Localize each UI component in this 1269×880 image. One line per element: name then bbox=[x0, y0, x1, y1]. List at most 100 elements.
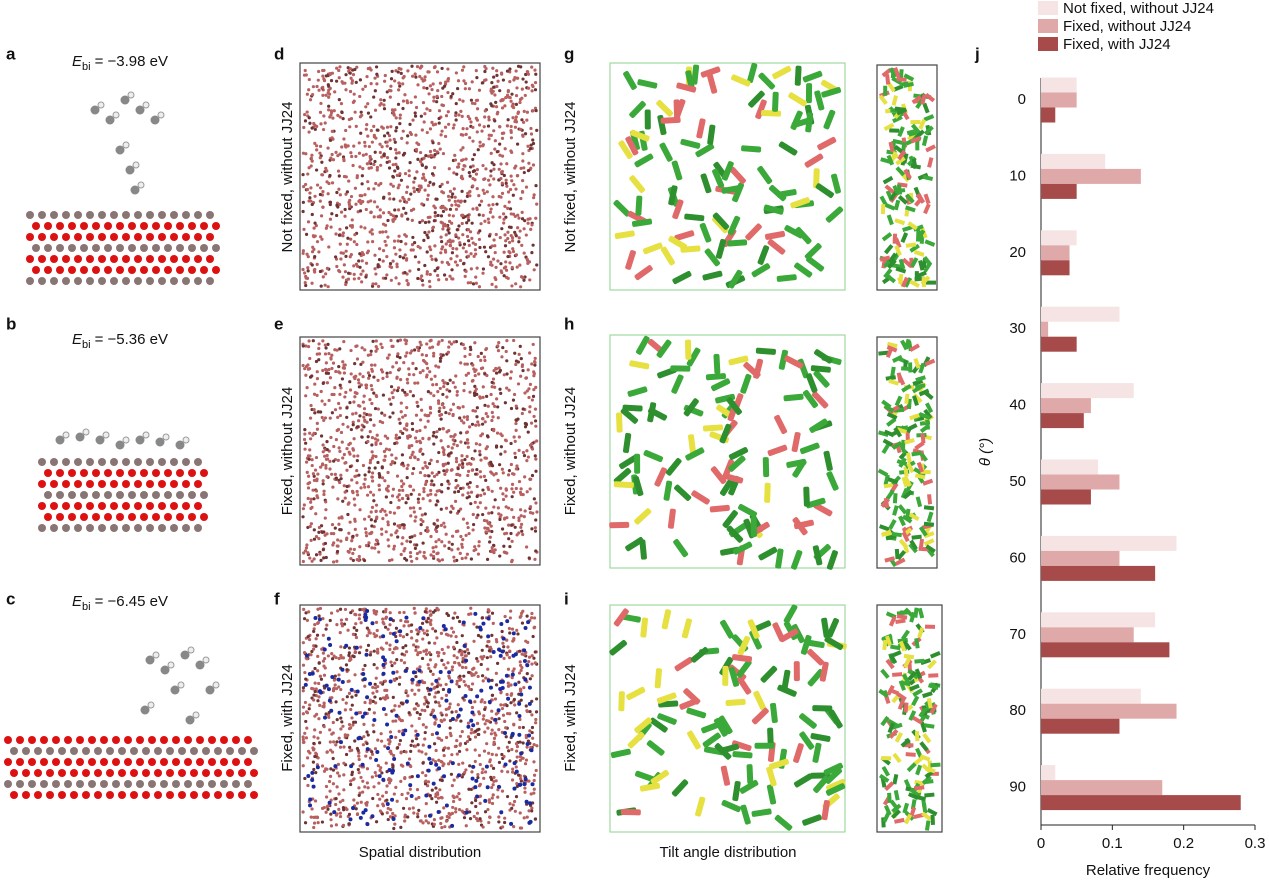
dot bbox=[442, 84, 447, 88]
dot bbox=[407, 372, 411, 377]
dot bbox=[500, 181, 504, 185]
dot bbox=[444, 713, 449, 717]
dot bbox=[414, 674, 418, 679]
dot bbox=[378, 208, 382, 212]
dot bbox=[373, 519, 377, 523]
atom bbox=[74, 233, 82, 241]
dot bbox=[410, 453, 414, 457]
dot bbox=[485, 557, 490, 561]
dot bbox=[484, 506, 488, 510]
dot bbox=[512, 723, 516, 727]
dot bbox=[342, 363, 346, 367]
dot bbox=[530, 730, 534, 735]
dot bbox=[385, 255, 389, 259]
dot bbox=[312, 408, 316, 412]
dot bbox=[336, 458, 340, 462]
dot bbox=[416, 157, 420, 161]
dot bbox=[460, 459, 464, 463]
dot bbox=[330, 652, 334, 656]
dot bbox=[346, 502, 350, 506]
atom bbox=[130, 791, 138, 799]
dot bbox=[311, 472, 316, 476]
atom bbox=[22, 791, 30, 799]
dot bbox=[312, 629, 316, 634]
atom bbox=[88, 736, 96, 744]
dot bbox=[483, 810, 488, 814]
dot bbox=[479, 458, 483, 462]
dot bbox=[457, 224, 461, 228]
dot bbox=[487, 203, 491, 207]
dot bbox=[421, 541, 425, 545]
atom bbox=[80, 513, 88, 521]
dot bbox=[432, 714, 437, 719]
atom bbox=[146, 233, 154, 241]
dot bbox=[418, 550, 422, 554]
dot bbox=[382, 107, 387, 111]
dot bbox=[309, 403, 313, 408]
dot bbox=[379, 509, 383, 513]
dot bbox=[329, 357, 333, 361]
dot bbox=[441, 687, 446, 692]
dot bbox=[351, 163, 355, 168]
dot bbox=[410, 559, 414, 563]
dot bbox=[492, 505, 496, 509]
dot bbox=[365, 767, 370, 771]
dot bbox=[318, 192, 322, 197]
dot bbox=[467, 239, 471, 243]
dot bbox=[516, 382, 521, 386]
dot bbox=[465, 808, 469, 812]
molecule bbox=[668, 235, 688, 250]
dot bbox=[499, 691, 503, 695]
dot bbox=[405, 141, 409, 145]
dot bbox=[458, 551, 462, 555]
atom bbox=[88, 758, 96, 766]
dot bbox=[414, 75, 418, 79]
dot bbox=[423, 737, 427, 741]
dot bbox=[487, 820, 491, 825]
atom bbox=[244, 736, 252, 744]
dot bbox=[488, 815, 492, 819]
dot bbox=[432, 742, 437, 746]
dot bbox=[460, 649, 464, 653]
molecule bbox=[817, 136, 837, 151]
dot bbox=[367, 144, 371, 149]
dot bbox=[461, 405, 465, 409]
dot bbox=[376, 263, 380, 267]
dot bbox=[367, 376, 371, 380]
dot bbox=[530, 654, 534, 658]
atom bbox=[132, 161, 140, 169]
dot bbox=[435, 150, 439, 154]
dot bbox=[468, 345, 473, 349]
dot bbox=[364, 530, 368, 535]
dot bbox=[354, 711, 359, 716]
dot bbox=[366, 353, 370, 357]
atom bbox=[88, 780, 96, 788]
dot bbox=[465, 739, 470, 744]
dot bbox=[522, 653, 526, 657]
atom bbox=[194, 211, 202, 219]
dot bbox=[529, 126, 533, 131]
dot bbox=[441, 392, 445, 397]
dot bbox=[414, 729, 418, 733]
dot bbox=[474, 804, 478, 809]
dot bbox=[517, 435, 521, 439]
dot bbox=[314, 771, 318, 775]
dot bbox=[513, 703, 517, 707]
dot bbox=[333, 90, 337, 94]
dot bbox=[421, 616, 426, 621]
dot bbox=[461, 656, 465, 661]
dot bbox=[308, 416, 313, 420]
dot bbox=[520, 756, 524, 760]
dot bbox=[437, 766, 442, 771]
dot bbox=[324, 555, 328, 560]
dot bbox=[303, 119, 308, 123]
dot bbox=[406, 134, 410, 138]
dot bbox=[454, 635, 458, 639]
dot bbox=[370, 524, 374, 528]
dot bbox=[507, 388, 511, 392]
dot bbox=[489, 260, 493, 264]
dot bbox=[372, 632, 376, 636]
atom bbox=[182, 211, 190, 219]
dot bbox=[464, 810, 469, 815]
dot bbox=[315, 183, 320, 187]
